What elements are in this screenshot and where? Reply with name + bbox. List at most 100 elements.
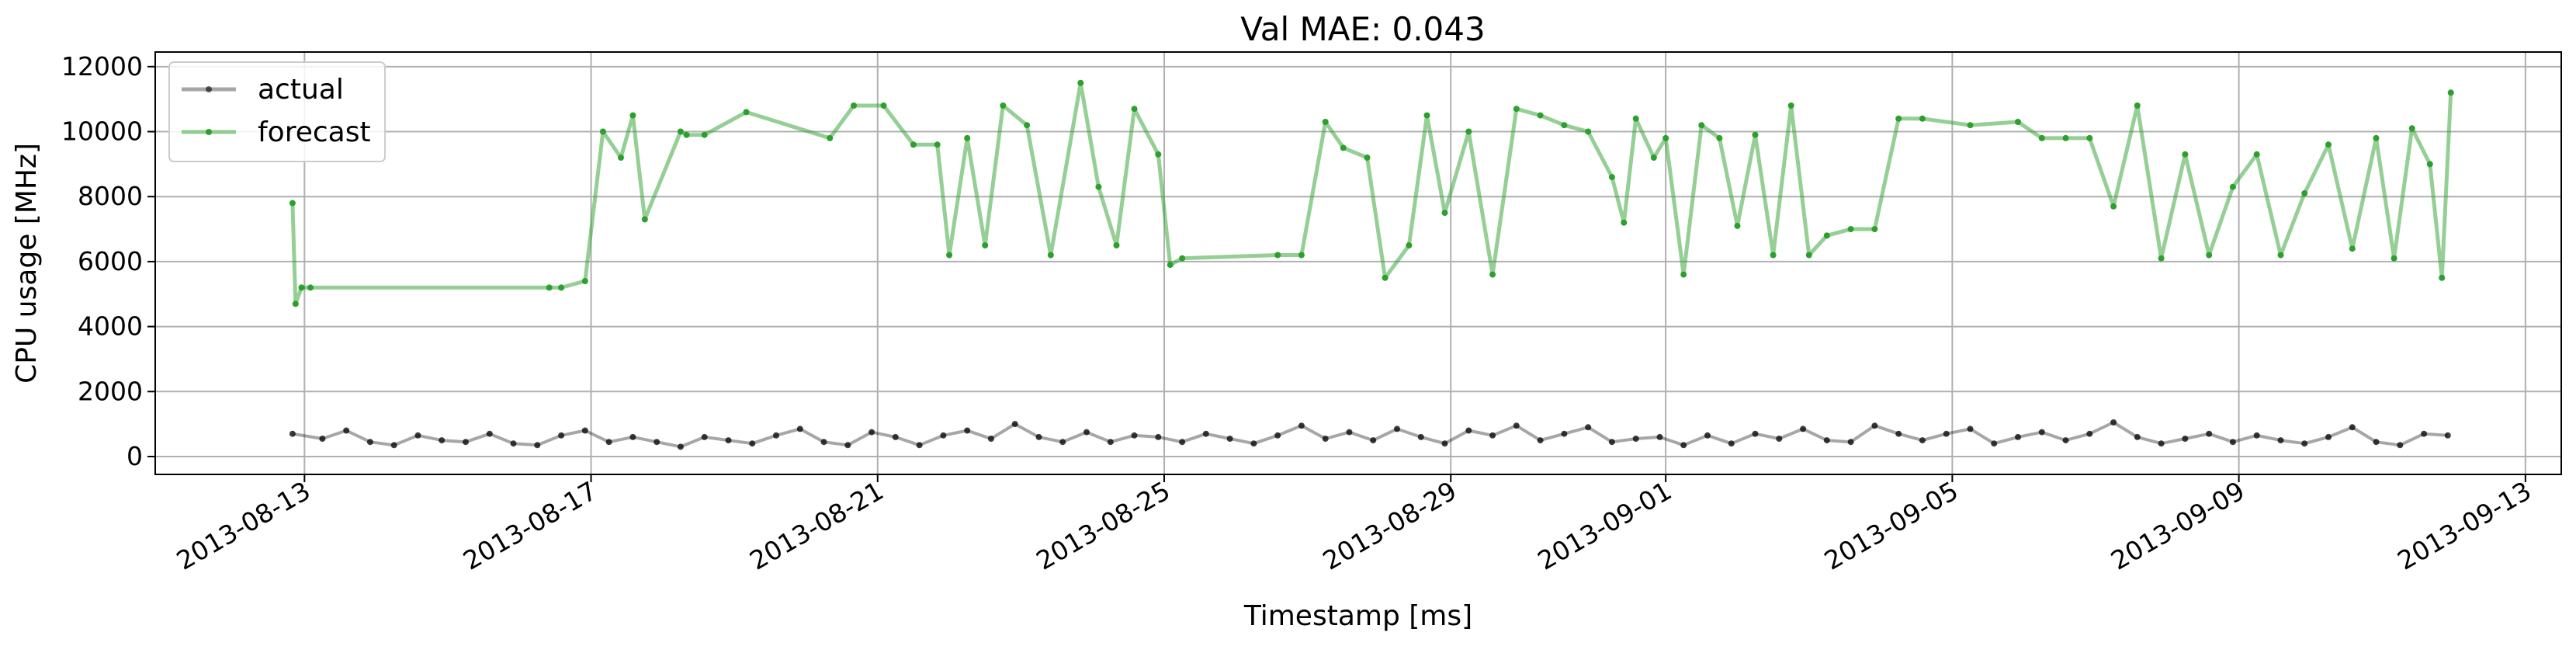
series-actual-point xyxy=(1752,430,1759,437)
series-forecast-point xyxy=(2158,255,2165,262)
series-forecast-point xyxy=(1441,210,1448,217)
series-forecast-point xyxy=(2277,252,2284,259)
series-forecast-point xyxy=(2015,119,2021,125)
series-forecast-point xyxy=(1770,252,1777,259)
series-forecast-point xyxy=(1698,122,1705,129)
series-forecast-point xyxy=(2439,274,2446,281)
legend-box xyxy=(168,61,386,162)
series-actual-point xyxy=(439,437,446,444)
series-actual-point xyxy=(1537,437,1544,444)
series-forecast-point xyxy=(1787,102,1794,109)
series-forecast-point xyxy=(2086,134,2093,141)
series-forecast-point xyxy=(1734,222,1741,229)
series-actual-point xyxy=(2301,440,2308,447)
series-actual-point xyxy=(1107,439,1114,446)
series-forecast-point xyxy=(1000,102,1007,109)
series-forecast-point xyxy=(743,109,750,116)
series-actual-point xyxy=(289,430,296,437)
series-forecast-point xyxy=(1608,174,1615,181)
series-actual-point xyxy=(1704,432,1711,439)
series-forecast-point xyxy=(1077,79,1084,86)
series-actual-point xyxy=(534,442,541,449)
series-actual-point xyxy=(916,442,923,449)
series-forecast-point xyxy=(2253,151,2260,158)
series-forecast-point xyxy=(683,131,690,138)
series-actual-point xyxy=(868,429,875,436)
series-actual-point xyxy=(1465,427,1472,434)
series-forecast-point xyxy=(2447,89,2454,96)
y-tick-label: 0 xyxy=(127,441,143,471)
series-forecast-point xyxy=(1585,128,1592,135)
series-forecast-point xyxy=(2062,134,2069,141)
series-actual-point xyxy=(1632,436,1639,442)
series-forecast-point xyxy=(1382,274,1389,281)
series-actual-point xyxy=(2397,442,2404,449)
series-forecast-point xyxy=(558,284,565,291)
series-actual-point xyxy=(2444,432,2451,439)
series-forecast-point xyxy=(1967,122,1974,129)
series-forecast-line xyxy=(290,81,2453,306)
legend-forecast-label: forecast xyxy=(258,116,371,148)
series-forecast-point xyxy=(581,278,588,284)
series-actual-point xyxy=(1895,430,1902,437)
series-actual-point xyxy=(1202,430,1209,437)
series-forecast-point xyxy=(1024,122,1031,129)
series-forecast-point xyxy=(1847,226,1854,233)
series-actual-point xyxy=(820,439,827,446)
y-tick-label: 6000 xyxy=(78,246,143,276)
series-forecast-point xyxy=(1716,134,1723,141)
series-forecast-point xyxy=(1274,252,1281,259)
series-forecast-point xyxy=(1113,242,1120,248)
series-forecast-point xyxy=(2229,183,2236,190)
series-forecast-point xyxy=(2426,161,2433,168)
series-actual-point xyxy=(940,432,947,439)
series-actual-point xyxy=(2421,430,2428,437)
series-actual-point xyxy=(1513,422,1520,429)
series-actual-point xyxy=(1322,436,1329,442)
series-actual-point xyxy=(2349,424,2356,431)
series-actual-point xyxy=(1250,440,1257,447)
series-forecast-point xyxy=(292,300,299,307)
series-actual-point xyxy=(1967,425,1974,432)
series-actual-point xyxy=(796,425,803,432)
y-tick-label: 8000 xyxy=(78,181,143,211)
series-actual-point xyxy=(629,433,636,440)
series-actual-point xyxy=(1298,422,1305,429)
series-actual-point xyxy=(1585,424,1592,431)
series-actual-point xyxy=(2325,433,2332,440)
legend-actual-marker xyxy=(206,86,212,92)
series-actual-point xyxy=(844,442,851,449)
series-actual-point xyxy=(2229,439,2236,446)
x-axis-title: Timestamp [ms] xyxy=(1243,600,1472,632)
series-actual-point xyxy=(654,439,660,446)
series-actual-point xyxy=(463,439,469,446)
series-actual-point xyxy=(892,433,899,440)
series-forecast-point xyxy=(629,112,636,119)
series-forecast-point xyxy=(880,102,887,109)
series-actual-point xyxy=(605,439,612,446)
series-actual-point xyxy=(1561,430,1568,437)
series-forecast-point xyxy=(2134,102,2141,109)
series-forecast-point xyxy=(1340,144,1347,151)
series-actual-point xyxy=(1417,433,1424,440)
series-actual-point xyxy=(1871,422,1878,429)
series-actual-point xyxy=(1943,430,1950,437)
series-actual-point xyxy=(414,432,421,439)
series-actual-point xyxy=(486,430,493,437)
series-actual-point xyxy=(1608,439,1615,446)
series-forecast-point xyxy=(1662,134,1669,141)
series-forecast-point xyxy=(298,284,305,291)
series-forecast-point xyxy=(910,141,917,148)
series-forecast-point xyxy=(1513,106,1520,113)
series-forecast-point xyxy=(2349,245,2356,252)
series-actual-point xyxy=(2086,430,2093,437)
series-actual-point xyxy=(987,436,994,442)
series-actual-point xyxy=(1680,442,1687,449)
series-forecast-point xyxy=(618,155,624,161)
series-forecast-point xyxy=(2206,252,2213,259)
series-forecast-point xyxy=(2391,255,2397,262)
series-forecast-point xyxy=(307,284,314,291)
series-actual-point xyxy=(1776,436,1783,442)
